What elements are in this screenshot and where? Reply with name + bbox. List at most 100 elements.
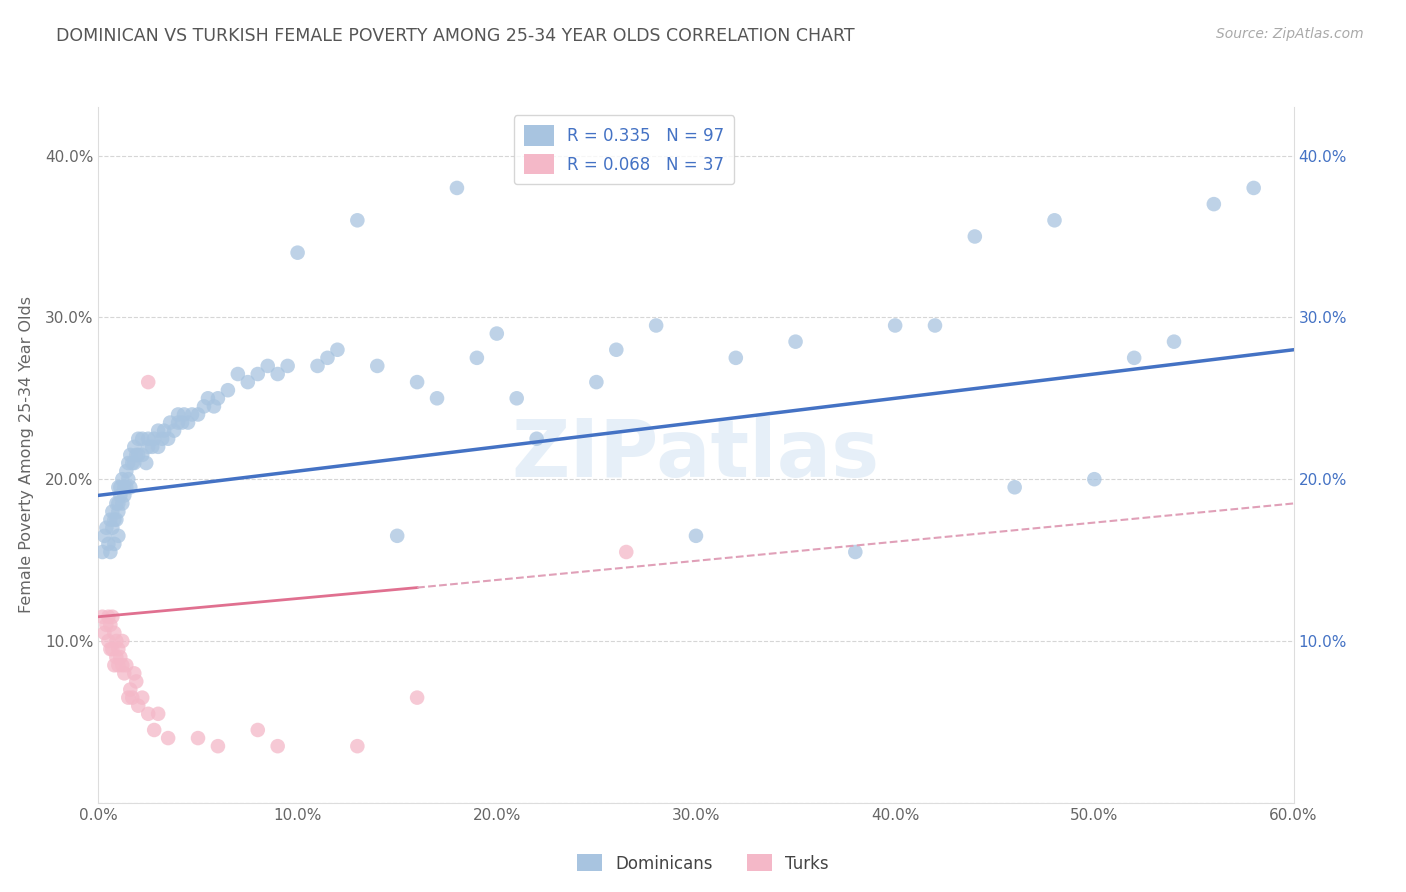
Point [103,658,125,673]
Point [93,529,115,543]
Point [111,472,134,486]
Point [135,456,157,470]
Point [100,642,122,657]
Point [785,334,807,349]
Point [316,351,339,365]
Point [1004,480,1026,494]
Point [1043,213,1066,227]
Point [100,617,122,632]
Point [526,432,548,446]
Point [110,650,132,665]
Point [141,440,163,454]
Point [236,375,259,389]
Point [124,666,146,681]
Point [101,521,124,535]
Point [1163,334,1185,349]
Point [157,731,180,745]
Point [187,408,209,422]
Point [605,343,627,357]
Point [202,400,225,414]
Point [131,690,153,705]
Point [614,545,637,559]
Point [187,731,209,745]
Point [685,529,707,543]
Point [131,432,153,446]
Point [101,504,124,518]
Point [1243,181,1265,195]
Point [385,529,409,543]
Point [101,609,124,624]
Point [157,432,180,446]
Point [506,392,529,406]
Point [346,739,368,754]
Point [111,658,134,673]
Point [963,229,986,244]
Point [346,213,368,227]
Point [287,245,309,260]
Point [217,383,239,397]
Point [107,496,129,510]
Point [426,392,449,406]
Point [159,416,181,430]
Point [485,326,508,341]
Point [256,359,278,373]
Point [110,488,132,502]
Point [465,351,488,365]
Point [125,674,148,689]
Point [105,634,128,648]
Point [111,634,134,648]
Point [326,343,349,357]
Point [173,408,195,422]
Point [120,448,142,462]
Y-axis label: Female Poverty Among 25-34 Year Olds: Female Poverty Among 25-34 Year Olds [18,296,34,614]
Point [111,496,134,510]
Point [105,513,128,527]
Point [107,642,129,657]
Point [167,416,190,430]
Point [112,480,135,494]
Point [1202,197,1225,211]
Point [107,480,129,494]
Point [1083,472,1105,486]
Point [97,634,120,648]
Point [124,440,146,454]
Point [115,658,138,673]
Point [127,448,149,462]
Point [307,359,329,373]
Point [724,351,747,365]
Point [884,318,907,333]
Point [267,739,290,754]
Point [177,416,200,430]
Point [112,666,135,681]
Point [103,513,125,527]
Point [148,424,170,438]
Point [117,456,139,470]
Point [93,626,115,640]
Point [143,432,166,446]
Point [207,739,229,754]
Point [127,432,149,446]
Point [107,529,129,543]
Point [585,375,607,389]
Point [150,432,173,446]
Point [91,545,114,559]
Point [101,642,124,657]
Point [107,504,129,518]
Point [246,723,269,737]
Point [97,537,120,551]
Point [924,318,946,333]
Point [172,416,194,430]
Point [197,392,219,406]
Point [115,480,138,494]
Point [207,392,229,406]
Point [105,496,128,510]
Point [645,318,668,333]
Point [148,706,170,721]
Point [153,424,176,438]
Text: DOMINICAN VS TURKISH FEMALE POVERTY AMONG 25-34 YEAR OLDS CORRELATION CHART: DOMINICAN VS TURKISH FEMALE POVERTY AMON… [56,27,855,45]
Point [117,472,139,486]
Point [163,424,186,438]
Point [96,521,118,535]
Point [844,545,866,559]
Point [112,488,135,502]
